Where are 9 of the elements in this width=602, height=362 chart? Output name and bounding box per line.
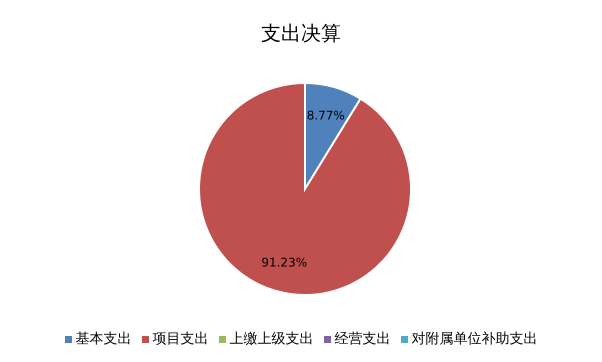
pie-slice	[198, 82, 412, 296]
legend-label: 上缴上级支出	[230, 330, 314, 348]
legend-label: 项目支出	[152, 330, 208, 348]
chart-title: 支出决算	[260, 20, 342, 47]
legend-label: 对附属单位补助支出	[412, 330, 538, 348]
legend-label: 基本支出	[76, 330, 132, 348]
data-label: 8.77%	[306, 108, 345, 123]
data-label: 91.23%	[261, 255, 308, 270]
legend-label: 经营支出	[334, 330, 390, 348]
